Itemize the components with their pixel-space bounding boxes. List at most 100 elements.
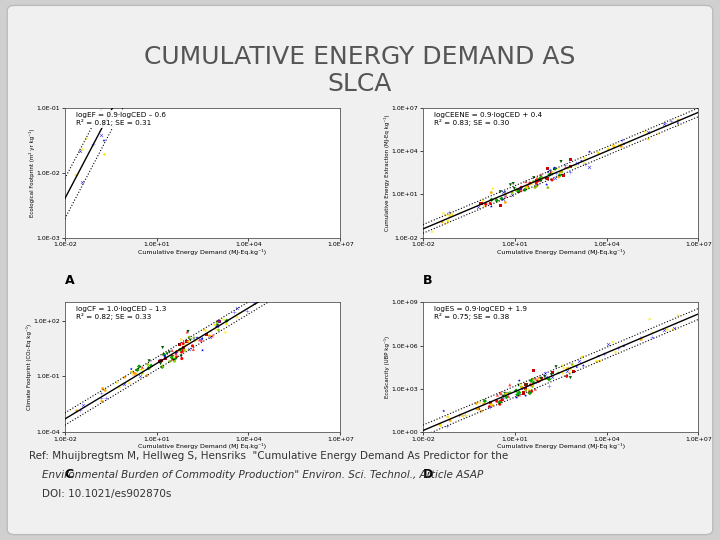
Point — [522, 184, 534, 192]
Point — [212, 321, 223, 329]
Point — [195, 333, 207, 342]
Point — [543, 165, 554, 174]
Point — [427, 227, 438, 236]
Point — [517, 384, 528, 393]
Point — [112, 379, 123, 387]
Point — [508, 179, 519, 188]
Point — [546, 373, 557, 381]
Point — [144, 2, 156, 10]
Point — [590, 357, 602, 366]
Point — [559, 364, 570, 373]
Point — [640, 127, 652, 136]
FancyBboxPatch shape — [7, 5, 713, 535]
Point — [166, 353, 178, 362]
Point — [166, 346, 178, 355]
Point — [158, 350, 170, 359]
Point — [241, 306, 253, 315]
Point — [511, 186, 523, 194]
Point — [96, 397, 108, 406]
Point — [171, 347, 183, 356]
Point — [204, 333, 216, 341]
Text: B: B — [423, 274, 433, 287]
Point — [583, 163, 595, 171]
Point — [159, 351, 171, 360]
Point — [98, 136, 109, 145]
Point — [531, 181, 543, 190]
Point — [76, 178, 88, 186]
Point — [494, 398, 505, 407]
Text: logES = 0.9·logCED + 1.9
R² = 0.75; SE = 0.38: logES = 0.9·logCED + 1.9 R² = 0.75; SE =… — [434, 306, 527, 320]
Point — [523, 386, 535, 394]
Point — [124, 80, 135, 89]
Point — [441, 217, 453, 225]
Point — [524, 179, 536, 187]
Point — [527, 382, 539, 391]
Point — [536, 374, 547, 383]
Text: CUMULATIVE ENERGY DEMAND AS: CUMULATIVE ENERGY DEMAND AS — [144, 45, 576, 69]
Point — [549, 173, 561, 182]
Point — [525, 381, 536, 389]
Text: logEF = 0.9·logCED – 0.6
R² = 0.81; SE = 0.31: logEF = 0.9·logCED – 0.6 R² = 0.81; SE =… — [76, 112, 166, 126]
Point — [513, 390, 525, 399]
Point — [500, 190, 511, 199]
Point — [563, 363, 575, 372]
Point — [485, 403, 496, 411]
Point — [559, 161, 570, 170]
Point — [454, 410, 465, 419]
Point — [535, 170, 546, 179]
Point — [441, 413, 453, 421]
Point — [137, 363, 148, 372]
Point — [139, 33, 150, 42]
Point — [520, 181, 531, 190]
Point — [145, 27, 157, 36]
Point — [438, 209, 450, 218]
Point — [188, 334, 199, 343]
Point — [549, 164, 560, 172]
Point — [182, 327, 194, 336]
Point — [125, 367, 137, 376]
Point — [497, 188, 508, 197]
Point — [668, 323, 680, 332]
Point — [115, 83, 127, 92]
Point — [100, 393, 112, 402]
Point — [220, 320, 232, 328]
Point — [479, 397, 490, 406]
Point — [593, 356, 605, 365]
Point — [653, 130, 665, 138]
Point — [553, 369, 564, 377]
Point — [153, 18, 164, 27]
Text: D: D — [423, 468, 433, 481]
Point — [658, 326, 670, 334]
Text: DOI: 10.1021/es902870s: DOI: 10.1021/es902870s — [29, 489, 171, 499]
Point — [200, 330, 212, 339]
Point — [141, 23, 153, 31]
Point — [577, 361, 589, 370]
Point — [498, 195, 509, 204]
Point — [485, 202, 497, 211]
Point — [500, 191, 511, 199]
Point — [615, 140, 626, 149]
Point — [134, 372, 145, 381]
Point — [546, 368, 558, 376]
Point — [659, 118, 670, 127]
Point — [668, 325, 680, 334]
Y-axis label: EcoScarcity (UBP kg⁻¹): EcoScarcity (UBP kg⁻¹) — [384, 336, 390, 399]
Point — [487, 401, 498, 410]
Point — [546, 170, 558, 179]
Point — [207, 332, 218, 340]
Point — [130, 369, 141, 378]
Point — [558, 171, 570, 179]
Point — [534, 376, 545, 385]
Point — [473, 404, 485, 413]
Point — [642, 135, 654, 144]
Point — [662, 325, 673, 334]
Point — [535, 375, 546, 383]
Point — [646, 333, 657, 341]
Point — [506, 190, 518, 199]
Point — [269, 289, 281, 298]
Point — [521, 380, 532, 389]
Point — [510, 386, 522, 395]
Point — [124, 55, 135, 64]
Point — [168, 356, 179, 364]
Point — [114, 383, 125, 391]
